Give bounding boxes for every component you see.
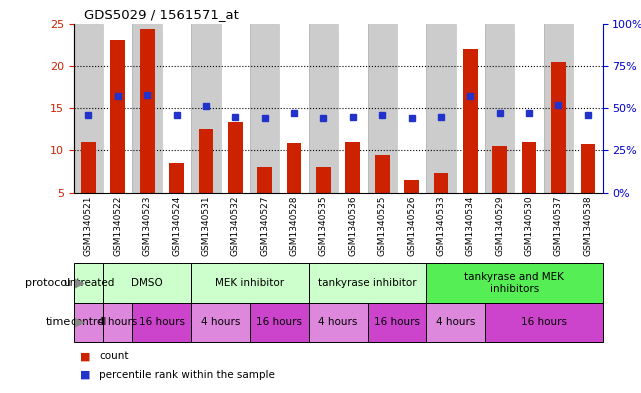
Bar: [338, 24, 367, 193]
Bar: [74, 263, 103, 303]
Bar: [456, 24, 485, 193]
Bar: [397, 24, 426, 193]
Bar: [485, 303, 603, 342]
Text: time: time: [46, 317, 71, 327]
Text: DMSO: DMSO: [131, 278, 163, 288]
Bar: [426, 263, 603, 303]
Text: 16 hours: 16 hours: [520, 317, 567, 327]
Bar: [199, 129, 213, 193]
Bar: [463, 49, 478, 193]
Bar: [367, 24, 397, 193]
Text: 4 hours: 4 hours: [436, 317, 476, 327]
Bar: [375, 154, 390, 193]
Text: protocol: protocol: [25, 278, 71, 288]
Bar: [522, 142, 537, 193]
Bar: [404, 180, 419, 193]
Bar: [81, 142, 96, 193]
Text: MEK inhibitor: MEK inhibitor: [215, 278, 285, 288]
Bar: [426, 303, 485, 342]
Text: GDS5029 / 1561571_at: GDS5029 / 1561571_at: [85, 8, 239, 21]
Bar: [426, 24, 456, 193]
Bar: [257, 167, 272, 193]
Bar: [367, 303, 426, 342]
Text: 4 hours: 4 hours: [319, 317, 358, 327]
Bar: [433, 173, 448, 193]
Bar: [485, 24, 514, 193]
Bar: [250, 303, 309, 342]
Bar: [140, 29, 154, 193]
Bar: [191, 263, 309, 303]
Bar: [103, 303, 133, 342]
Bar: [228, 123, 243, 193]
Bar: [309, 263, 426, 303]
Text: 16 hours: 16 hours: [256, 317, 303, 327]
Text: 4 hours: 4 hours: [201, 317, 240, 327]
Text: percentile rank within the sample: percentile rank within the sample: [99, 370, 275, 380]
Bar: [169, 163, 184, 193]
Text: ■: ■: [80, 370, 90, 380]
Bar: [551, 62, 566, 193]
Bar: [544, 24, 573, 193]
Bar: [110, 40, 125, 193]
Bar: [103, 24, 133, 193]
Text: ▶: ▶: [75, 276, 85, 290]
Bar: [345, 142, 360, 193]
Bar: [191, 303, 250, 342]
Text: tankyrase inhibitor: tankyrase inhibitor: [318, 278, 417, 288]
Bar: [514, 24, 544, 193]
Bar: [573, 24, 603, 193]
Bar: [74, 24, 103, 193]
Text: ■: ■: [80, 351, 90, 361]
Text: control: control: [71, 317, 106, 327]
Text: 16 hours: 16 hours: [139, 317, 185, 327]
Text: tankyrase and MEK
inhibitors: tankyrase and MEK inhibitors: [465, 272, 564, 294]
Bar: [250, 24, 279, 193]
Bar: [221, 24, 250, 193]
Bar: [581, 143, 595, 193]
Bar: [316, 167, 331, 193]
Bar: [103, 263, 191, 303]
Bar: [287, 143, 301, 193]
Bar: [279, 24, 309, 193]
Bar: [74, 303, 103, 342]
Text: count: count: [99, 351, 129, 361]
Text: 4 hours: 4 hours: [98, 317, 137, 327]
Bar: [309, 303, 367, 342]
Text: 16 hours: 16 hours: [374, 317, 420, 327]
Bar: [191, 24, 221, 193]
Bar: [162, 24, 191, 193]
Bar: [492, 146, 507, 193]
Text: untreated: untreated: [63, 278, 114, 288]
Text: ▶: ▶: [75, 316, 85, 329]
Bar: [133, 24, 162, 193]
Bar: [309, 24, 338, 193]
Bar: [133, 303, 191, 342]
